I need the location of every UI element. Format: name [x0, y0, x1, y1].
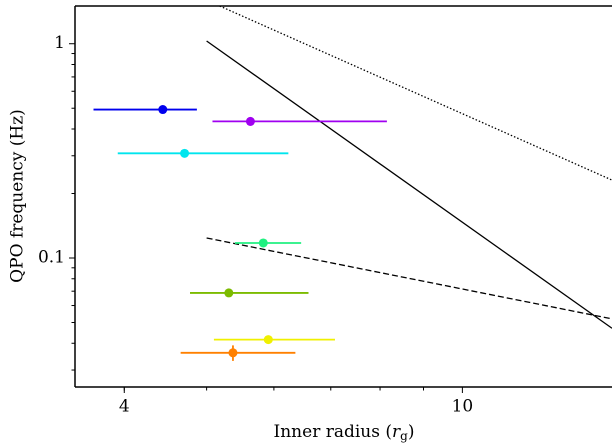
data-point — [224, 288, 234, 298]
y-axis-label: QPO frequency (Hz) — [8, 109, 28, 283]
x-label-close: ) — [408, 422, 415, 442]
data-point — [158, 105, 168, 115]
x-tick-label: 10 — [452, 397, 474, 417]
plot-area — [93, 6, 612, 361]
model-line — [206, 40, 612, 329]
model-line — [206, 237, 612, 320]
data-point — [228, 348, 238, 358]
y-tick-label: 0.1 — [38, 247, 65, 267]
data-point — [245, 116, 255, 126]
data-point — [263, 335, 273, 345]
data-point — [258, 238, 268, 248]
x-tick-label: 4 — [119, 397, 130, 417]
x-label-symbol: r — [392, 422, 401, 442]
x-label-subscript: g — [400, 429, 408, 443]
y-tick-label: 1 — [54, 33, 65, 53]
x-axis-label: Inner radius (rg) — [274, 422, 415, 443]
data-point — [180, 148, 190, 158]
x-label-text: Inner radius ( — [274, 422, 393, 442]
model-line — [219, 6, 612, 181]
